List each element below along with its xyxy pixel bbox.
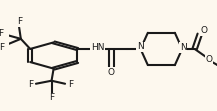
Text: F: F — [0, 29, 4, 38]
Text: N: N — [137, 42, 144, 51]
Text: O: O — [108, 68, 115, 77]
Text: O: O — [201, 26, 208, 35]
Text: N: N — [180, 43, 187, 52]
Text: HN: HN — [91, 43, 105, 52]
Text: F: F — [0, 43, 5, 52]
Text: F: F — [49, 93, 54, 102]
Text: F: F — [17, 17, 22, 26]
Text: O: O — [206, 55, 213, 64]
Text: F: F — [28, 80, 33, 89]
Text: F: F — [68, 80, 73, 89]
